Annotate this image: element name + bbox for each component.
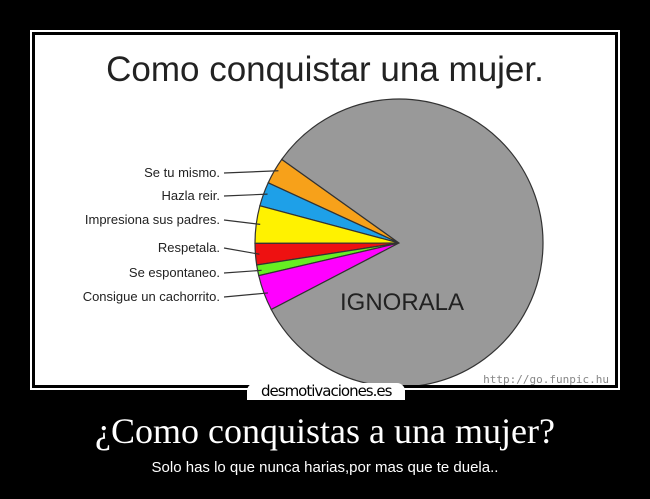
caption: ¿Como conquistas a una mujer? xyxy=(95,411,555,451)
leader-line xyxy=(223,247,260,255)
leader-line xyxy=(223,170,279,174)
subtitle: Solo has lo que nunca harias,por mas que… xyxy=(151,459,499,476)
watermark: http://go.funpic.hu xyxy=(483,373,609,385)
image-frame: Como conquistar una mujer. Se tu mismo. H… xyxy=(30,30,620,390)
slice-label-main: IGNORALA xyxy=(340,289,464,316)
slice-label: Se espontaneo. xyxy=(129,265,220,280)
slice-label: Hazla reir. xyxy=(161,188,220,203)
brand-logo: desmotivaciones.es xyxy=(247,383,406,400)
slice-label: Consigue un cachorrito. xyxy=(83,289,220,304)
chart-title: Como conquistar una mujer. xyxy=(106,50,544,89)
slice-label: Impresiona sus padres. xyxy=(85,212,220,227)
pie-chart: Como conquistar una mujer. Se tu mismo. H… xyxy=(83,50,609,385)
slice-label: Se tu mismo. xyxy=(144,165,220,180)
slice-label: Respetala. xyxy=(158,240,220,255)
pie-slice xyxy=(270,98,544,385)
leader-line xyxy=(223,269,262,274)
leader-line xyxy=(223,292,268,298)
chart-image: Como conquistar una mujer. Se tu mismo. H… xyxy=(35,35,615,385)
leader-line xyxy=(223,193,268,197)
leader-line xyxy=(223,219,261,225)
